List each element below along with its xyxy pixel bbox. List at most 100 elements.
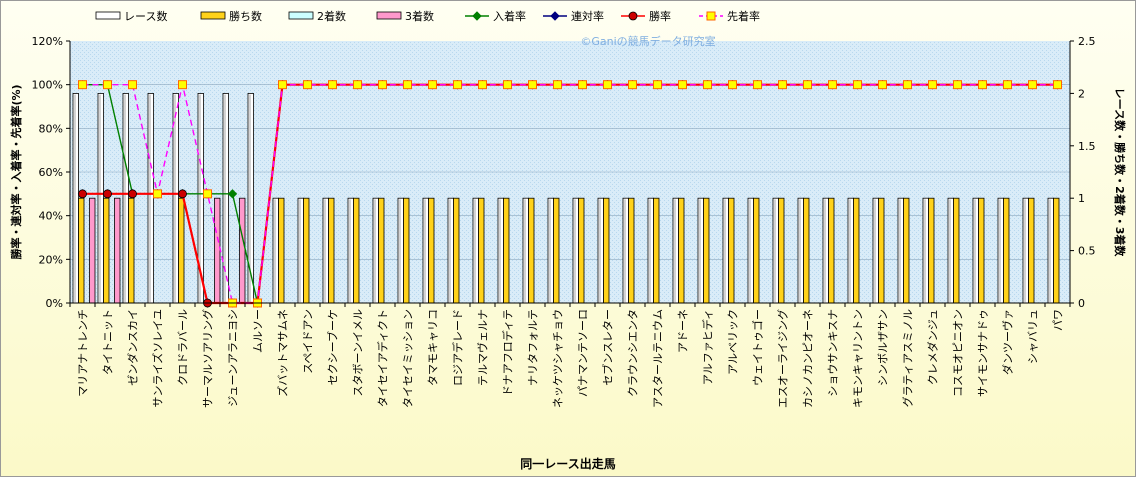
data-point xyxy=(928,80,937,90)
x-tick-label: ゼンダンスカイ xyxy=(126,309,140,386)
data-point xyxy=(578,80,587,90)
bar-highlight xyxy=(524,199,526,303)
x-tick-label: アドーネ xyxy=(677,309,690,353)
x-tick-label: サンライズソレイユ xyxy=(151,309,165,407)
bar xyxy=(603,197,610,304)
bar xyxy=(278,197,285,304)
bar-highlight xyxy=(949,199,951,303)
bar-highlight xyxy=(449,199,451,303)
bar xyxy=(628,197,635,304)
bar xyxy=(1053,197,1060,304)
bar xyxy=(428,197,435,304)
data-point xyxy=(603,80,612,90)
x-tick-label: カシノカンピオーネ xyxy=(802,309,815,408)
y-right-tick-label: 1.5 xyxy=(1078,140,1096,153)
bar-highlight xyxy=(374,199,376,303)
data-point xyxy=(178,80,187,90)
legend-swatch xyxy=(95,11,121,20)
legend-swatch xyxy=(288,11,314,20)
data-point xyxy=(853,80,862,90)
bar-highlight xyxy=(474,199,476,303)
y-axis-right-title: レース数・勝ち数・2着数・3着数 xyxy=(1113,88,1127,258)
watermark: ©Ganiの競馬データ研究室 xyxy=(580,34,715,48)
bar xyxy=(328,197,335,304)
bar-highlight xyxy=(299,199,301,303)
bar-highlight xyxy=(899,199,901,303)
legend-swatch xyxy=(376,11,402,20)
x-tick-label: クレメダンジュ xyxy=(926,309,940,385)
y-left-tick-label: 20% xyxy=(39,253,63,266)
data-point xyxy=(328,80,337,90)
y-right-tick-label: 0.5 xyxy=(1078,245,1096,258)
x-tick-label: パワ xyxy=(1052,309,1065,331)
legend: レース数 勝ち数 2着数 3着数 入着率 連対率 勝率 先着率 xyxy=(95,9,760,23)
bar xyxy=(503,197,510,304)
bar-highlight xyxy=(99,94,101,303)
bar-highlight xyxy=(574,199,576,303)
data-point xyxy=(178,189,187,199)
y-left-tick-label: 0% xyxy=(46,297,63,310)
data-point xyxy=(878,80,887,90)
bar xyxy=(903,197,910,304)
data-point xyxy=(753,80,762,90)
bar-highlight xyxy=(74,94,76,303)
y-left-tick-label: 40% xyxy=(39,210,63,223)
x-tick-label: スタボーンイメル xyxy=(352,309,365,396)
x-tick-label: ロジアデレード xyxy=(451,309,465,386)
x-tick-label: ショウサンキスナ xyxy=(827,309,840,397)
x-tick-label: クロドラバール xyxy=(177,309,190,386)
legend-label: 勝率 xyxy=(649,9,671,23)
bar xyxy=(453,197,460,304)
x-tick-label: タイセイミッション xyxy=(402,309,415,408)
data-point xyxy=(728,80,737,90)
data-point xyxy=(1003,80,1012,90)
legend-label: 入着率 xyxy=(493,9,526,23)
bar xyxy=(953,197,960,304)
bar-highlight xyxy=(999,199,1001,303)
bar-highlight xyxy=(149,94,151,303)
bar xyxy=(214,197,221,304)
bar xyxy=(778,197,785,304)
data-point xyxy=(128,80,137,90)
x-tick-label: アルベリック xyxy=(727,309,740,375)
bar xyxy=(1003,197,1010,304)
bar-highlight xyxy=(824,199,826,303)
bar xyxy=(89,197,96,304)
bar xyxy=(853,197,860,304)
x-tick-label: ジューンアラニヨシ xyxy=(227,309,240,407)
bar-highlight xyxy=(1049,199,1051,303)
bar xyxy=(378,197,385,304)
bar-highlight xyxy=(324,199,326,303)
y-right-tick-label: 2 xyxy=(1078,87,1085,100)
legend-label: 先着率 xyxy=(727,9,760,23)
axes-group: 0% 20% 40% 60% 80% 100% 120% 0 0.5 1 1.5 2 2.5 マリアナトレ… xyxy=(32,35,1096,408)
bar xyxy=(128,197,135,304)
bar-highlight xyxy=(174,94,176,303)
bar-highlight xyxy=(749,199,751,303)
bar-highlight xyxy=(974,199,976,303)
y-left-tick-label: 100% xyxy=(32,79,63,92)
data-point xyxy=(628,80,637,90)
x-tick-label: テルマヴェルナ xyxy=(476,309,490,386)
bar-highlight xyxy=(874,199,876,303)
bar xyxy=(978,197,985,304)
bar-highlight xyxy=(624,199,626,303)
data-point xyxy=(78,189,87,199)
x-tick-label: ドナアフロディテ xyxy=(501,309,515,396)
legend-marker xyxy=(706,11,716,21)
bar xyxy=(353,197,360,304)
x-tick-label: セブンスレター xyxy=(601,309,615,386)
x-tick-label: ダンツーヴァ xyxy=(1001,309,1015,375)
bar xyxy=(78,197,85,304)
legend-marker xyxy=(550,11,560,21)
bar xyxy=(553,197,560,304)
bar xyxy=(878,197,885,304)
bar-highlight xyxy=(249,94,251,303)
data-point xyxy=(278,80,287,90)
bar-highlight xyxy=(349,199,351,303)
x-tick-label: ムルソー xyxy=(252,309,265,353)
x-tick-label: タイセイアディクト xyxy=(376,309,390,407)
data-point xyxy=(553,80,562,90)
x-tick-label: キモンキャリントン xyxy=(852,309,865,408)
